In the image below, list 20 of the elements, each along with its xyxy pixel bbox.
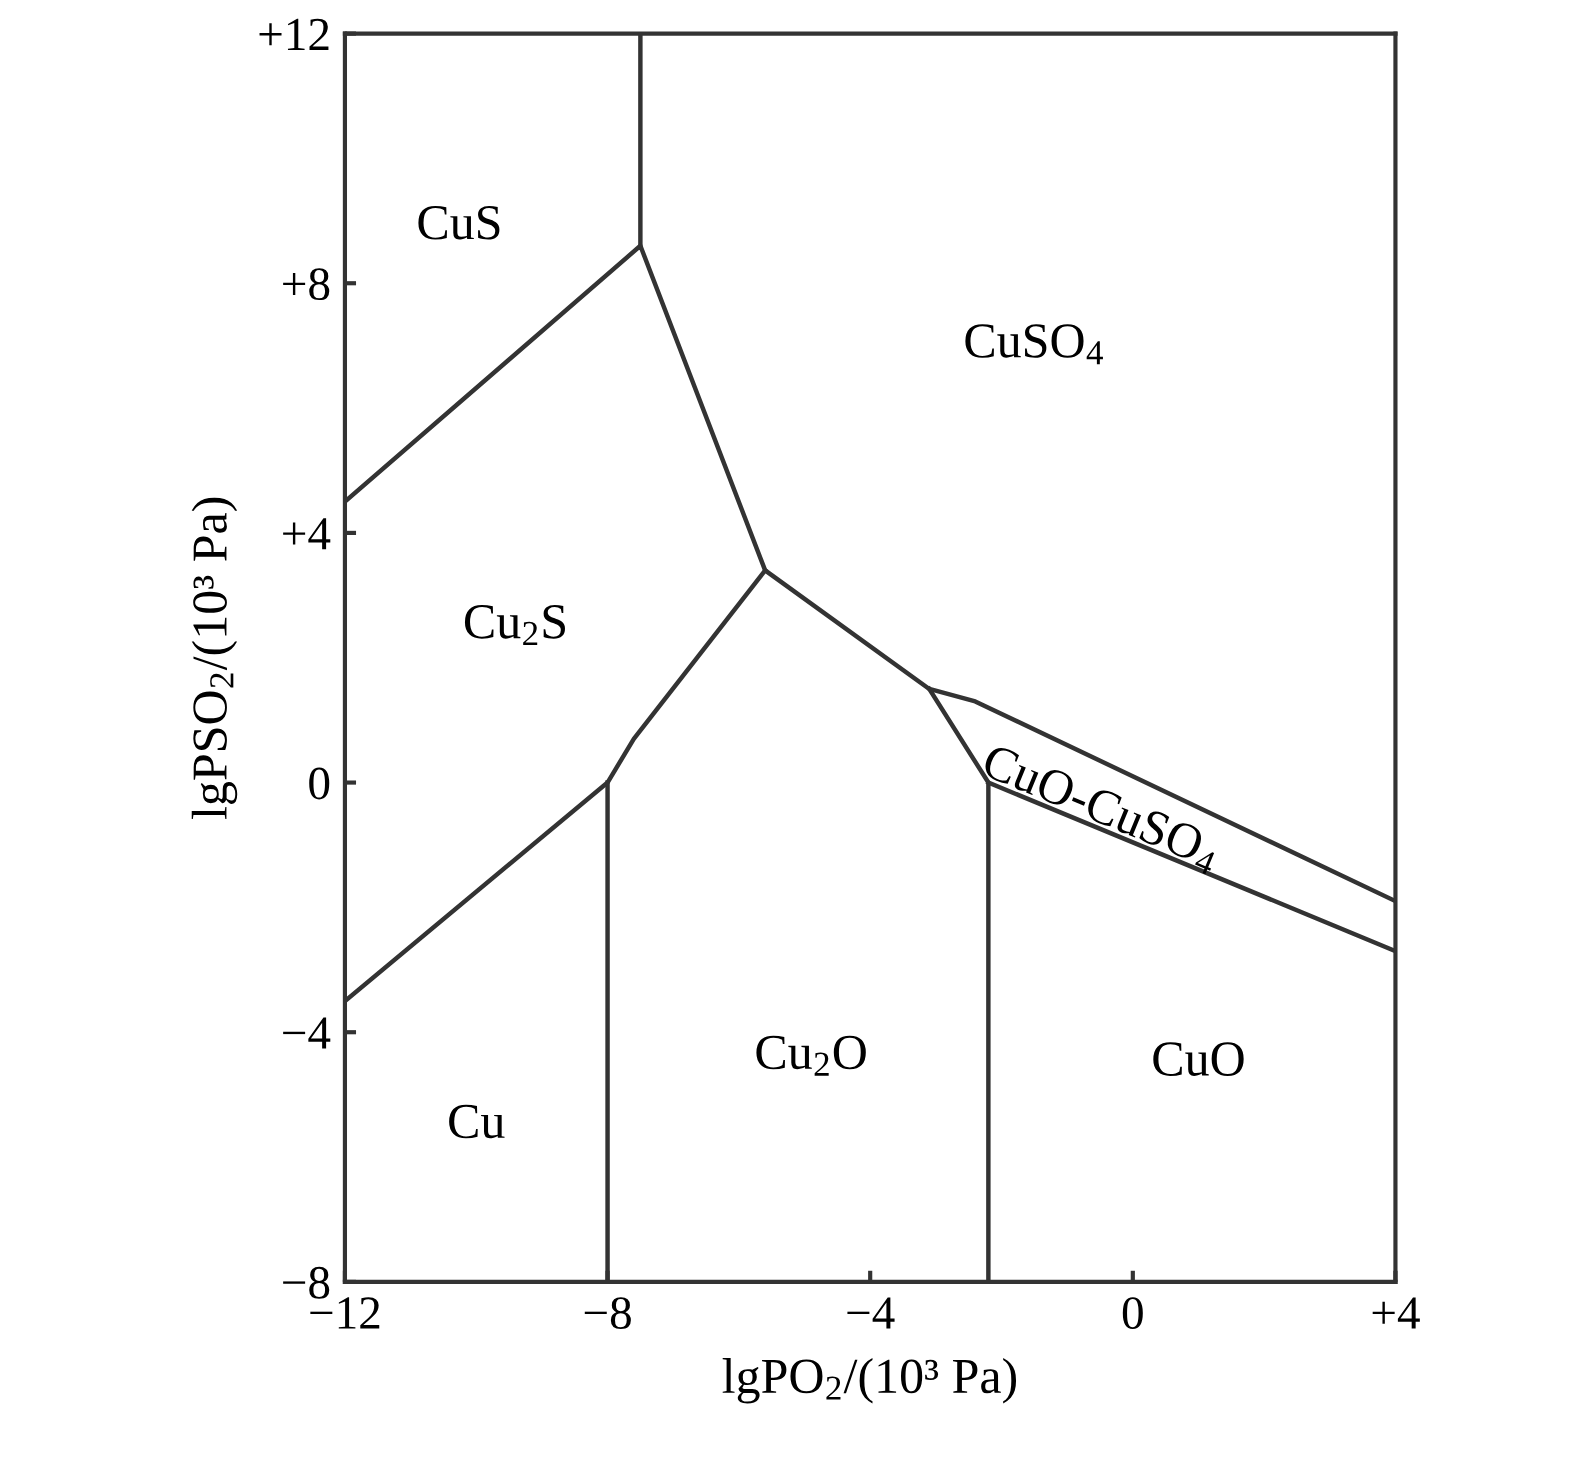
annotation: Cu$_{2}$O bbox=[756, 1035, 866, 1076]
x-tick-label: 0 bbox=[1122, 1297, 1143, 1329]
y-tick-label: +12 bbox=[259, 18, 329, 50]
annotation: CuO bbox=[1153, 1042, 1244, 1076]
y-tick-label: 0 bbox=[309, 767, 330, 800]
annotation: Cu$_{2}$S bbox=[464, 605, 565, 646]
y-axis-title: lgPSO$_{2}$/(10³ Pa) bbox=[191, 497, 238, 819]
annotation: Cu bbox=[449, 1104, 505, 1139]
y-tick-label: −4 bbox=[283, 1017, 331, 1049]
y-tick-label: −8 bbox=[283, 1266, 330, 1299]
annotation: CuO-CuSO$_{4}$ bbox=[978, 743, 1224, 876]
x-tick-label: −4 bbox=[847, 1297, 895, 1329]
annotation: CuSO$_{4}$ bbox=[965, 324, 1103, 365]
y-tick-label: +8 bbox=[283, 268, 330, 301]
y-tick-label: +4 bbox=[283, 518, 331, 550]
x-tick-label: +4 bbox=[1372, 1297, 1420, 1329]
annotation: CuS bbox=[418, 205, 500, 240]
x-tick-label: −8 bbox=[584, 1297, 631, 1329]
x-tick-label: −12 bbox=[310, 1297, 380, 1329]
x-axis-title: lgPO$_{2}$/(10³ Pa) bbox=[722, 1358, 1017, 1404]
